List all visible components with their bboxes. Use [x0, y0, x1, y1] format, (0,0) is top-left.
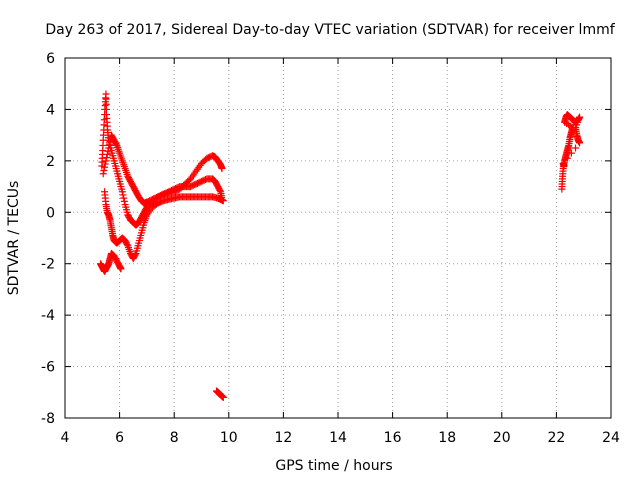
- data-point-marker: [120, 194, 128, 202]
- data-point-marker: [112, 140, 120, 148]
- data-point-marker: [105, 141, 113, 149]
- data-point-marker: [567, 149, 575, 157]
- data-point-marker: [216, 186, 224, 194]
- x-tick-label: 12: [274, 430, 292, 446]
- y-tick-label: 0: [46, 205, 55, 221]
- data-point-marker: [572, 144, 580, 152]
- data-point-marker: [101, 160, 109, 168]
- x-tick-label: 10: [220, 430, 238, 446]
- y-tick-label: 6: [46, 51, 55, 67]
- y-tick-labels: -8 -6 -4 -2 0 2 4 6: [41, 51, 55, 427]
- axis-ticks: [64, 57, 612, 419]
- data-point-marker: [120, 197, 128, 205]
- data-point-marker: [100, 167, 108, 174]
- data-point-marker: [103, 150, 111, 158]
- data-point-marker: [576, 139, 584, 147]
- y-tick-label: 4: [46, 102, 55, 118]
- series-track-b: [99, 131, 226, 207]
- x-tick-label: 6: [115, 430, 124, 446]
- data-point-marker: [101, 163, 109, 171]
- grid: [65, 58, 611, 418]
- data-point-marker: [103, 154, 111, 162]
- data-point-marker: [117, 265, 125, 273]
- series-track-c: [101, 188, 227, 263]
- y-tick-label: -8: [41, 411, 55, 427]
- y-tick-label: -4: [41, 308, 55, 324]
- data-point-marker: [104, 147, 112, 155]
- data-point-marker: [131, 251, 139, 259]
- data-point-marker: [218, 165, 226, 173]
- data-point-marker: [118, 188, 126, 196]
- data-point-marker: [123, 240, 131, 248]
- series-track-e: [213, 387, 227, 401]
- series-track-a: [98, 90, 226, 229]
- x-tick-label: 16: [384, 430, 402, 446]
- data-points: [96, 90, 584, 401]
- series-track-d: [96, 249, 125, 275]
- y-tick-label: 2: [46, 154, 55, 170]
- x-axis-label: GPS time / hours: [275, 458, 392, 474]
- data-point-marker: [99, 170, 107, 178]
- data-point-marker: [563, 154, 571, 162]
- x-tick-label: 8: [170, 430, 179, 446]
- data-point-marker: [219, 393, 227, 401]
- x-tick-label: 4: [61, 430, 70, 446]
- x-tick-label: 22: [547, 430, 565, 446]
- data-point-marker: [560, 162, 568, 170]
- x-tick-label: 14: [329, 430, 347, 446]
- data-point-marker: [119, 191, 127, 199]
- data-point-marker: [102, 157, 110, 165]
- data-point-marker: [219, 197, 227, 205]
- chart-title: Day 263 of 2017, Sidereal Day-to-day VTE…: [45, 22, 615, 38]
- y-axis-label: SDTVAR / TECUs: [6, 181, 22, 296]
- x-tick-label: 24: [602, 430, 620, 446]
- x-tick-label: 20: [493, 430, 511, 446]
- x-tick-label: 18: [438, 430, 456, 446]
- y-tick-label: -6: [41, 360, 55, 376]
- y-tick-label: -2: [41, 257, 55, 273]
- data-point-marker: [105, 144, 113, 152]
- x-tick-labels: 4 6 8 10 12 14 16 18 20 22 24: [61, 430, 620, 446]
- series-track-f: [558, 111, 584, 193]
